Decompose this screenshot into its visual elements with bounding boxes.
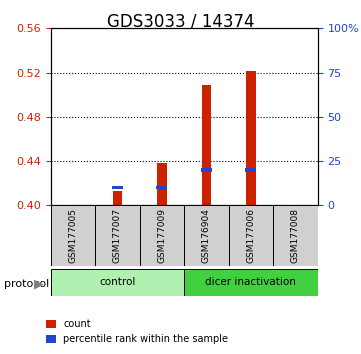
Bar — [112, 186, 123, 189]
FancyBboxPatch shape — [51, 269, 184, 296]
Text: GSM176904: GSM176904 — [202, 208, 211, 263]
FancyBboxPatch shape — [95, 205, 140, 266]
Text: GSM177009: GSM177009 — [157, 208, 166, 263]
Bar — [156, 186, 167, 189]
FancyBboxPatch shape — [229, 205, 273, 266]
FancyBboxPatch shape — [184, 205, 229, 266]
Text: GSM177008: GSM177008 — [291, 208, 300, 263]
Text: GSM177006: GSM177006 — [247, 208, 255, 263]
Bar — [157, 163, 166, 205]
FancyBboxPatch shape — [273, 205, 318, 266]
FancyBboxPatch shape — [184, 269, 318, 296]
Text: GSM177005: GSM177005 — [68, 208, 77, 263]
Text: GDS3033 / 14374: GDS3033 / 14374 — [107, 12, 254, 30]
Bar — [245, 168, 256, 172]
Bar — [246, 72, 256, 205]
Text: control: control — [99, 277, 135, 287]
Bar — [202, 85, 211, 205]
Bar — [113, 191, 122, 205]
FancyBboxPatch shape — [51, 205, 95, 266]
Legend: count, percentile rank within the sample: count, percentile rank within the sample — [41, 315, 233, 349]
Text: GSM177007: GSM177007 — [113, 208, 122, 263]
Text: ▶: ▶ — [34, 278, 44, 290]
Text: protocol: protocol — [4, 279, 49, 289]
FancyBboxPatch shape — [140, 205, 184, 266]
Text: dicer inactivation: dicer inactivation — [205, 277, 296, 287]
Bar — [201, 168, 212, 172]
